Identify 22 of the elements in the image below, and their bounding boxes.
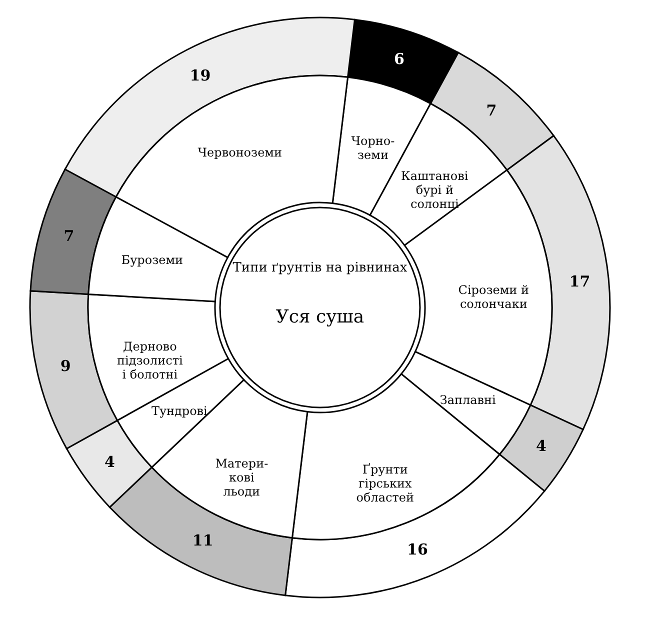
text: Типи ґрунтів на рівнинах xyxy=(232,260,408,276)
data-label: 7 xyxy=(486,102,497,120)
data-label: 17 xyxy=(569,272,590,290)
slice-label: Заплавні xyxy=(440,393,496,408)
slice-label: Тундрові xyxy=(151,404,208,418)
data-label: 7 xyxy=(64,227,74,246)
data-label: 16 xyxy=(407,540,428,559)
slice-label: Червоноземи xyxy=(198,145,282,160)
slice-label: Сіроземи й солончаки xyxy=(458,283,529,312)
slice-label: Дерново підзолисті і болотні xyxy=(117,340,183,382)
slice-label: Матери- кові льоди xyxy=(215,456,268,498)
text: Уся суша xyxy=(276,306,364,328)
slice-label: Чорно- земи xyxy=(351,134,395,162)
slice-label: Буроземи xyxy=(121,252,184,267)
data-label: 6 xyxy=(394,50,404,68)
data-label: 11 xyxy=(192,532,214,550)
data-label: 19 xyxy=(190,66,211,85)
slice-label: Каштанові бурі й солонці xyxy=(401,168,468,211)
data-label: 9 xyxy=(60,356,71,375)
data-label: 4 xyxy=(536,437,546,456)
data-label: 4 xyxy=(104,453,115,472)
slice-label: Ґрунти гірських областей xyxy=(356,462,414,504)
